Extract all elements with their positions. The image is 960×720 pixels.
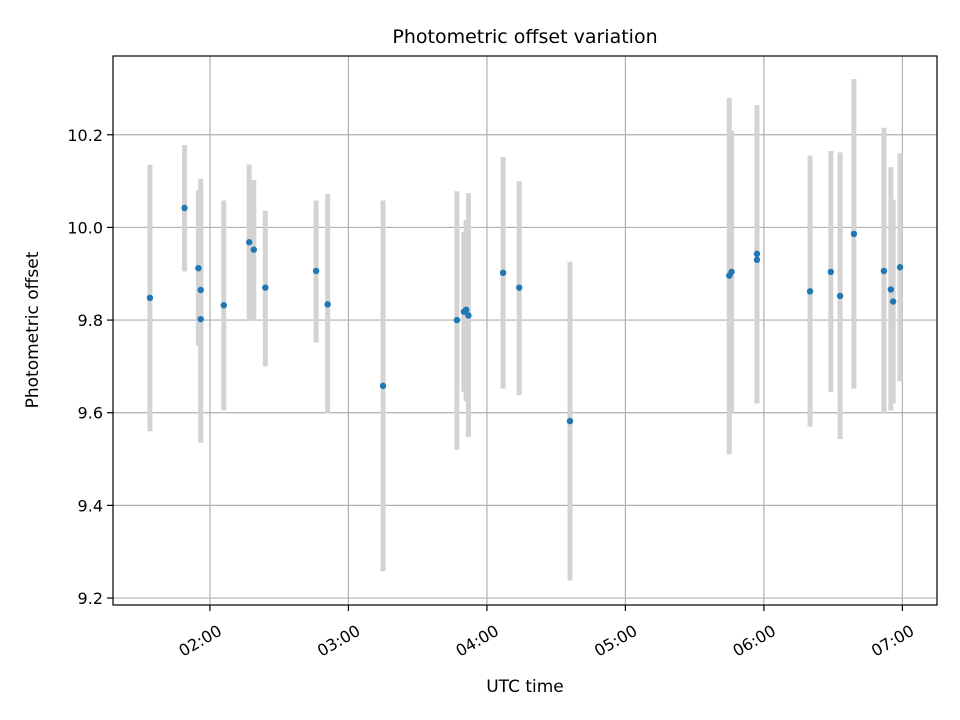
y-tick-label: 9.6 <box>78 404 103 423</box>
data-point <box>195 264 202 272</box>
data-point <box>880 267 888 275</box>
data-point <box>896 264 904 271</box>
data-point <box>889 298 897 305</box>
data-point <box>197 315 204 323</box>
data-points <box>146 204 904 425</box>
data-point <box>197 286 204 294</box>
data-point <box>453 316 461 324</box>
x-axis-label: UTC time <box>486 677 564 697</box>
data-point <box>312 267 320 275</box>
data-point <box>262 284 269 291</box>
data-point <box>753 250 761 258</box>
data-point <box>379 382 387 390</box>
plot-frame <box>112 55 938 606</box>
chart-title: Photometric offset variation <box>392 26 657 48</box>
data-point <box>220 302 227 309</box>
y-tick-label: 10.0 <box>67 218 103 237</box>
data-point <box>887 286 895 293</box>
y-tick-label: 10.2 <box>67 126 103 145</box>
y-axis-label: Photometric offset <box>23 251 43 408</box>
y-tick-label: 9.2 <box>78 589 103 608</box>
data-point <box>324 301 331 308</box>
y-tick-label: 9.8 <box>78 311 103 330</box>
y-axis-ticks: 9.2 9.4 9.6 9.8 10.0 10.2 <box>67 126 113 608</box>
data-point <box>836 292 844 300</box>
data-point <box>146 294 154 302</box>
data-point <box>465 312 472 319</box>
data-point <box>181 204 188 212</box>
data-point <box>250 246 257 253</box>
data-point <box>827 268 835 276</box>
y-tick-label: 9.4 <box>78 496 103 515</box>
data-point <box>516 284 523 291</box>
data-point <box>728 268 735 276</box>
data-point <box>462 306 470 314</box>
data-point <box>806 288 814 295</box>
data-point <box>850 230 858 238</box>
data-point <box>499 269 507 277</box>
data-point <box>245 239 253 246</box>
data-point <box>566 417 574 425</box>
data-point <box>753 256 761 264</box>
